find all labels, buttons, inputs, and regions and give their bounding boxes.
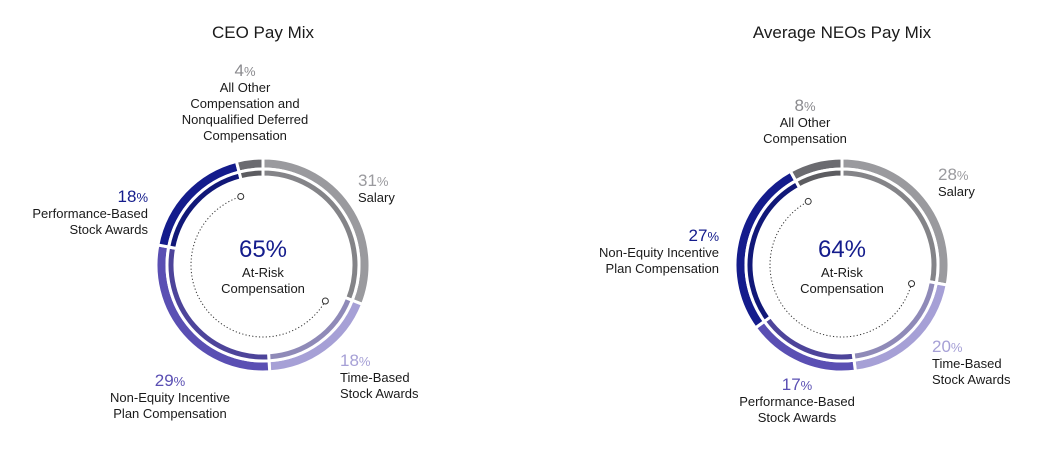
slice-label-text: All Other [780,115,831,130]
slice-inner-band [793,167,844,190]
slice-label-text: Performance-Based [739,394,855,409]
slice-percent: 27% [689,226,720,245]
at-risk-label: At-Risk [242,265,284,280]
slice-percent: 31% [358,171,389,190]
slice-label-text: Compensation [203,128,287,143]
slice-inner-band [237,167,265,182]
at-risk-arc [190,196,326,338]
slice-all-other-compensation-and-nonqualified-deferred-compensation [234,156,265,182]
slice-all-other-compensation [788,156,844,190]
slice-performance-based-stock-awards [156,159,243,251]
slice-label-text: Stock Awards [69,222,148,237]
slice-label-text: Time-Based [340,370,410,385]
slice-non-equity-incentive-plan-compensation [154,243,272,374]
slice-label-text: Stock Awards [340,386,419,401]
slice-percent: 17% [782,375,813,394]
slice-label: 28%Salary [938,165,975,199]
slice-label-text: Nonqualified Deferred [182,112,308,127]
slice-label-text: All Other [220,80,271,95]
slice-percent: 29% [155,371,186,390]
slice-label-text: Salary [938,184,975,199]
slice-label-text: Performance-Based [32,206,148,221]
slice-label-text: Time-Based [932,356,1002,371]
slice-label-text: Stock Awards [758,410,837,425]
arc-end-marker [908,280,916,288]
slice-label-text: Stock Awards [932,372,1011,387]
at-risk-label: Compensation [800,281,884,296]
at-risk-label: Compensation [221,281,305,296]
arc-end-marker [804,197,812,205]
slice-percent: 4% [234,61,255,80]
slice-label-text: Non-Equity Incentive [599,245,719,260]
slice-percent: 18% [118,187,149,206]
slice-performance-based-stock-awards [753,314,858,374]
chart-title: CEO Pay Mix [212,23,315,42]
slice-percent: 20% [932,337,963,356]
at-risk-arc [769,200,913,338]
slice-percent: 8% [794,96,815,115]
slice-label-text: Plan Compensation [113,406,226,421]
donut-chart-2: Average NEOs Pay Mix 28%Salary 20%Time-Bas… [599,23,1011,425]
slice-label: 31%Salary [358,171,395,205]
at-risk-percent: 65% [239,236,287,263]
arc-end-marker [237,193,245,201]
slice-label-text: Plan Compensation [606,261,719,276]
arc-end-marker [321,297,329,305]
slice-percent: 18% [340,351,371,370]
slice-label-text: Compensation and [190,96,299,111]
slice-label-text: Salary [358,190,395,205]
slice-label-text: Non-Equity Incentive [110,390,230,405]
slice-non-equity-incentive-plan-compensation [733,169,802,330]
at-risk-label: At-Risk [821,265,863,280]
at-risk-percent: 64% [818,236,866,263]
slice-percent: 28% [938,165,969,184]
chart-title: Average NEOs Pay Mix [753,23,932,42]
slice-label-text: Compensation [763,131,847,146]
